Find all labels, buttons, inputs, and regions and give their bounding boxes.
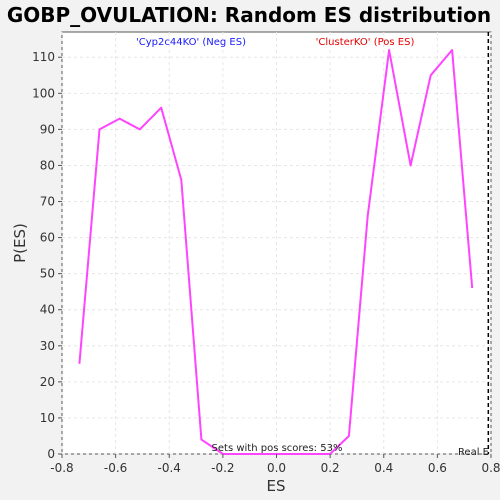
x-tick-label: -0.2 — [211, 461, 234, 475]
x-tick-label: -0.8 — [50, 461, 73, 475]
y-tick-label: 0 — [47, 447, 55, 461]
x-tick-label: -0.6 — [104, 461, 127, 475]
x-tick-label: -0.4 — [158, 461, 181, 475]
legend-neg-es: 'Cyp2c44KO' (Neg ES) — [136, 37, 246, 48]
y-axis-ticks: 0 10 20 30 40 50 60 70 80 90 100 110 — [32, 50, 62, 461]
y-tick-label: 60 — [40, 231, 55, 245]
y-tick-label: 20 — [40, 375, 55, 389]
y-tick-label: 40 — [40, 303, 55, 317]
y-tick-label: 100 — [32, 86, 55, 100]
real-es-label: Real E — [458, 447, 489, 458]
y-tick-label: 30 — [40, 339, 55, 353]
x-tick-label: 0.6 — [428, 461, 447, 475]
y-tick-label: 50 — [40, 267, 55, 281]
y-tick-label: 70 — [40, 195, 55, 209]
y-tick-label: 90 — [40, 122, 55, 136]
x-tick-label: 0.4 — [374, 461, 393, 475]
x-tick-label: 0.8 — [481, 461, 500, 475]
grid-lines — [61, 32, 492, 455]
x-axis-label: ES — [267, 477, 286, 495]
series-lines — [78, 49, 474, 455]
y-axis-label: P(ES) — [11, 223, 29, 263]
y-tick-label: 10 — [40, 411, 55, 425]
chart-title: GOBP_OVULATION: Random ES distribution — [7, 3, 491, 27]
x-axis-ticks: -0.8 -0.6 -0.4 -0.2 0.0 0.2 0.4 0.6 0.8 — [50, 454, 500, 475]
es-distribution-line — [78, 49, 474, 455]
pos-scores-annotation: Sets with pos scores: 53% — [212, 443, 343, 454]
x-tick-label: 0.2 — [321, 461, 340, 475]
y-tick-label: 80 — [40, 158, 55, 172]
legend-pos-es: 'ClusterKO' (Pos ES) — [316, 37, 415, 48]
x-tick-label: 0.0 — [267, 461, 286, 475]
y-tick-label: 110 — [32, 50, 55, 64]
